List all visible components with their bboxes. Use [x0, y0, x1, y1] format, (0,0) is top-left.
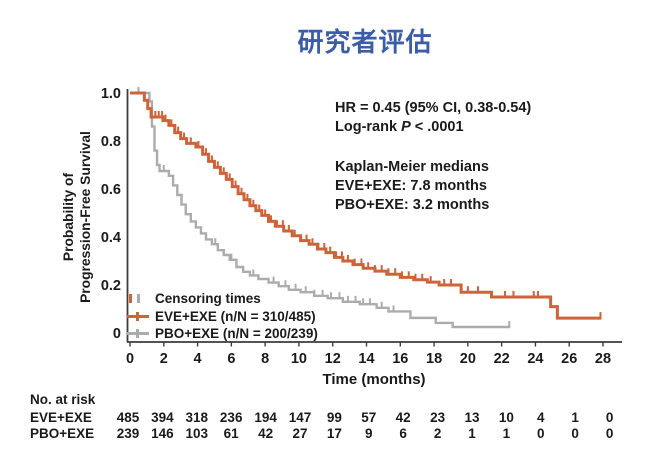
- pbo-line-icon: [127, 327, 149, 340]
- stats-spacer: [335, 137, 531, 158]
- y-tick-label: 0.8: [101, 134, 121, 150]
- legend-item-eve: EVE+EXE (n/N = 310/485): [127, 308, 316, 324]
- x-tick-label: 4: [194, 351, 202, 367]
- y-axis-title-line2: Progression-Free Survival: [78, 131, 93, 303]
- y-tick-label: 0.6: [101, 182, 121, 198]
- x-tick-label: 18: [426, 351, 442, 367]
- x-tick-label: 16: [392, 351, 408, 367]
- legend-item-pbo: PBO+EXE (n/N = 200/239): [127, 325, 318, 341]
- eve-line-icon: [127, 310, 149, 323]
- x-tick-label: 28: [595, 351, 611, 367]
- y-tick-label: 0.2: [101, 278, 121, 294]
- pbo-exe-curve: [130, 91, 511, 329]
- km-median-pbo: PBO+EXE: 3.2 months: [335, 197, 490, 213]
- legend-censoring-label: Censoring times: [155, 290, 261, 306]
- y-axis-title: Probability of Progression-Free Survival: [60, 92, 96, 342]
- logrank-prefix: Log-rank: [335, 119, 402, 135]
- y-tick-label: 0: [113, 326, 121, 342]
- logrank-text: Log-rank P < .0001: [335, 118, 531, 137]
- x-tick-label: 12: [325, 351, 341, 367]
- y-axis-title-line1: Probability of: [61, 172, 76, 262]
- km-median-eve: EVE+EXE: 7.8 months: [335, 178, 487, 194]
- legend-item-censoring: Censoring times: [127, 290, 261, 306]
- x-tick-label: 0: [126, 351, 134, 367]
- legend-pbo-label: PBO+EXE (n/N = 200/239): [155, 325, 318, 341]
- x-tick-label: 20: [460, 351, 476, 367]
- hazard-ratio-text: HR = 0.45 (95% CI, 0.38-0.54): [335, 100, 532, 116]
- km-medians-header: Kaplan-Meier medians: [335, 159, 489, 175]
- logrank-value: < .0001: [410, 119, 464, 135]
- legend-eve-label: EVE+EXE (n/N = 310/485): [155, 308, 316, 324]
- x-tick-label: 2: [160, 351, 168, 367]
- x-tick-label: 10: [291, 351, 307, 367]
- x-tick-label: 8: [261, 351, 269, 367]
- stats-annotation: HR = 0.45 (95% CI, 0.38-0.54) Log-rank P…: [335, 99, 531, 215]
- y-tick-label: 0.4: [101, 230, 121, 246]
- censoring-ticks-icon: [127, 292, 149, 305]
- y-tick-label: 1.0: [101, 86, 121, 102]
- x-tick-label: 6: [227, 351, 235, 367]
- page-title: 研究者评估: [297, 27, 433, 57]
- x-axis-title: Time (months): [322, 371, 425, 388]
- x-tick-label: 26: [561, 351, 577, 367]
- x-tick-label: 14: [358, 351, 374, 367]
- x-tick-label: 22: [494, 351, 510, 367]
- x-tick-label: 24: [527, 351, 543, 367]
- logrank-p-symbol: P: [401, 119, 411, 135]
